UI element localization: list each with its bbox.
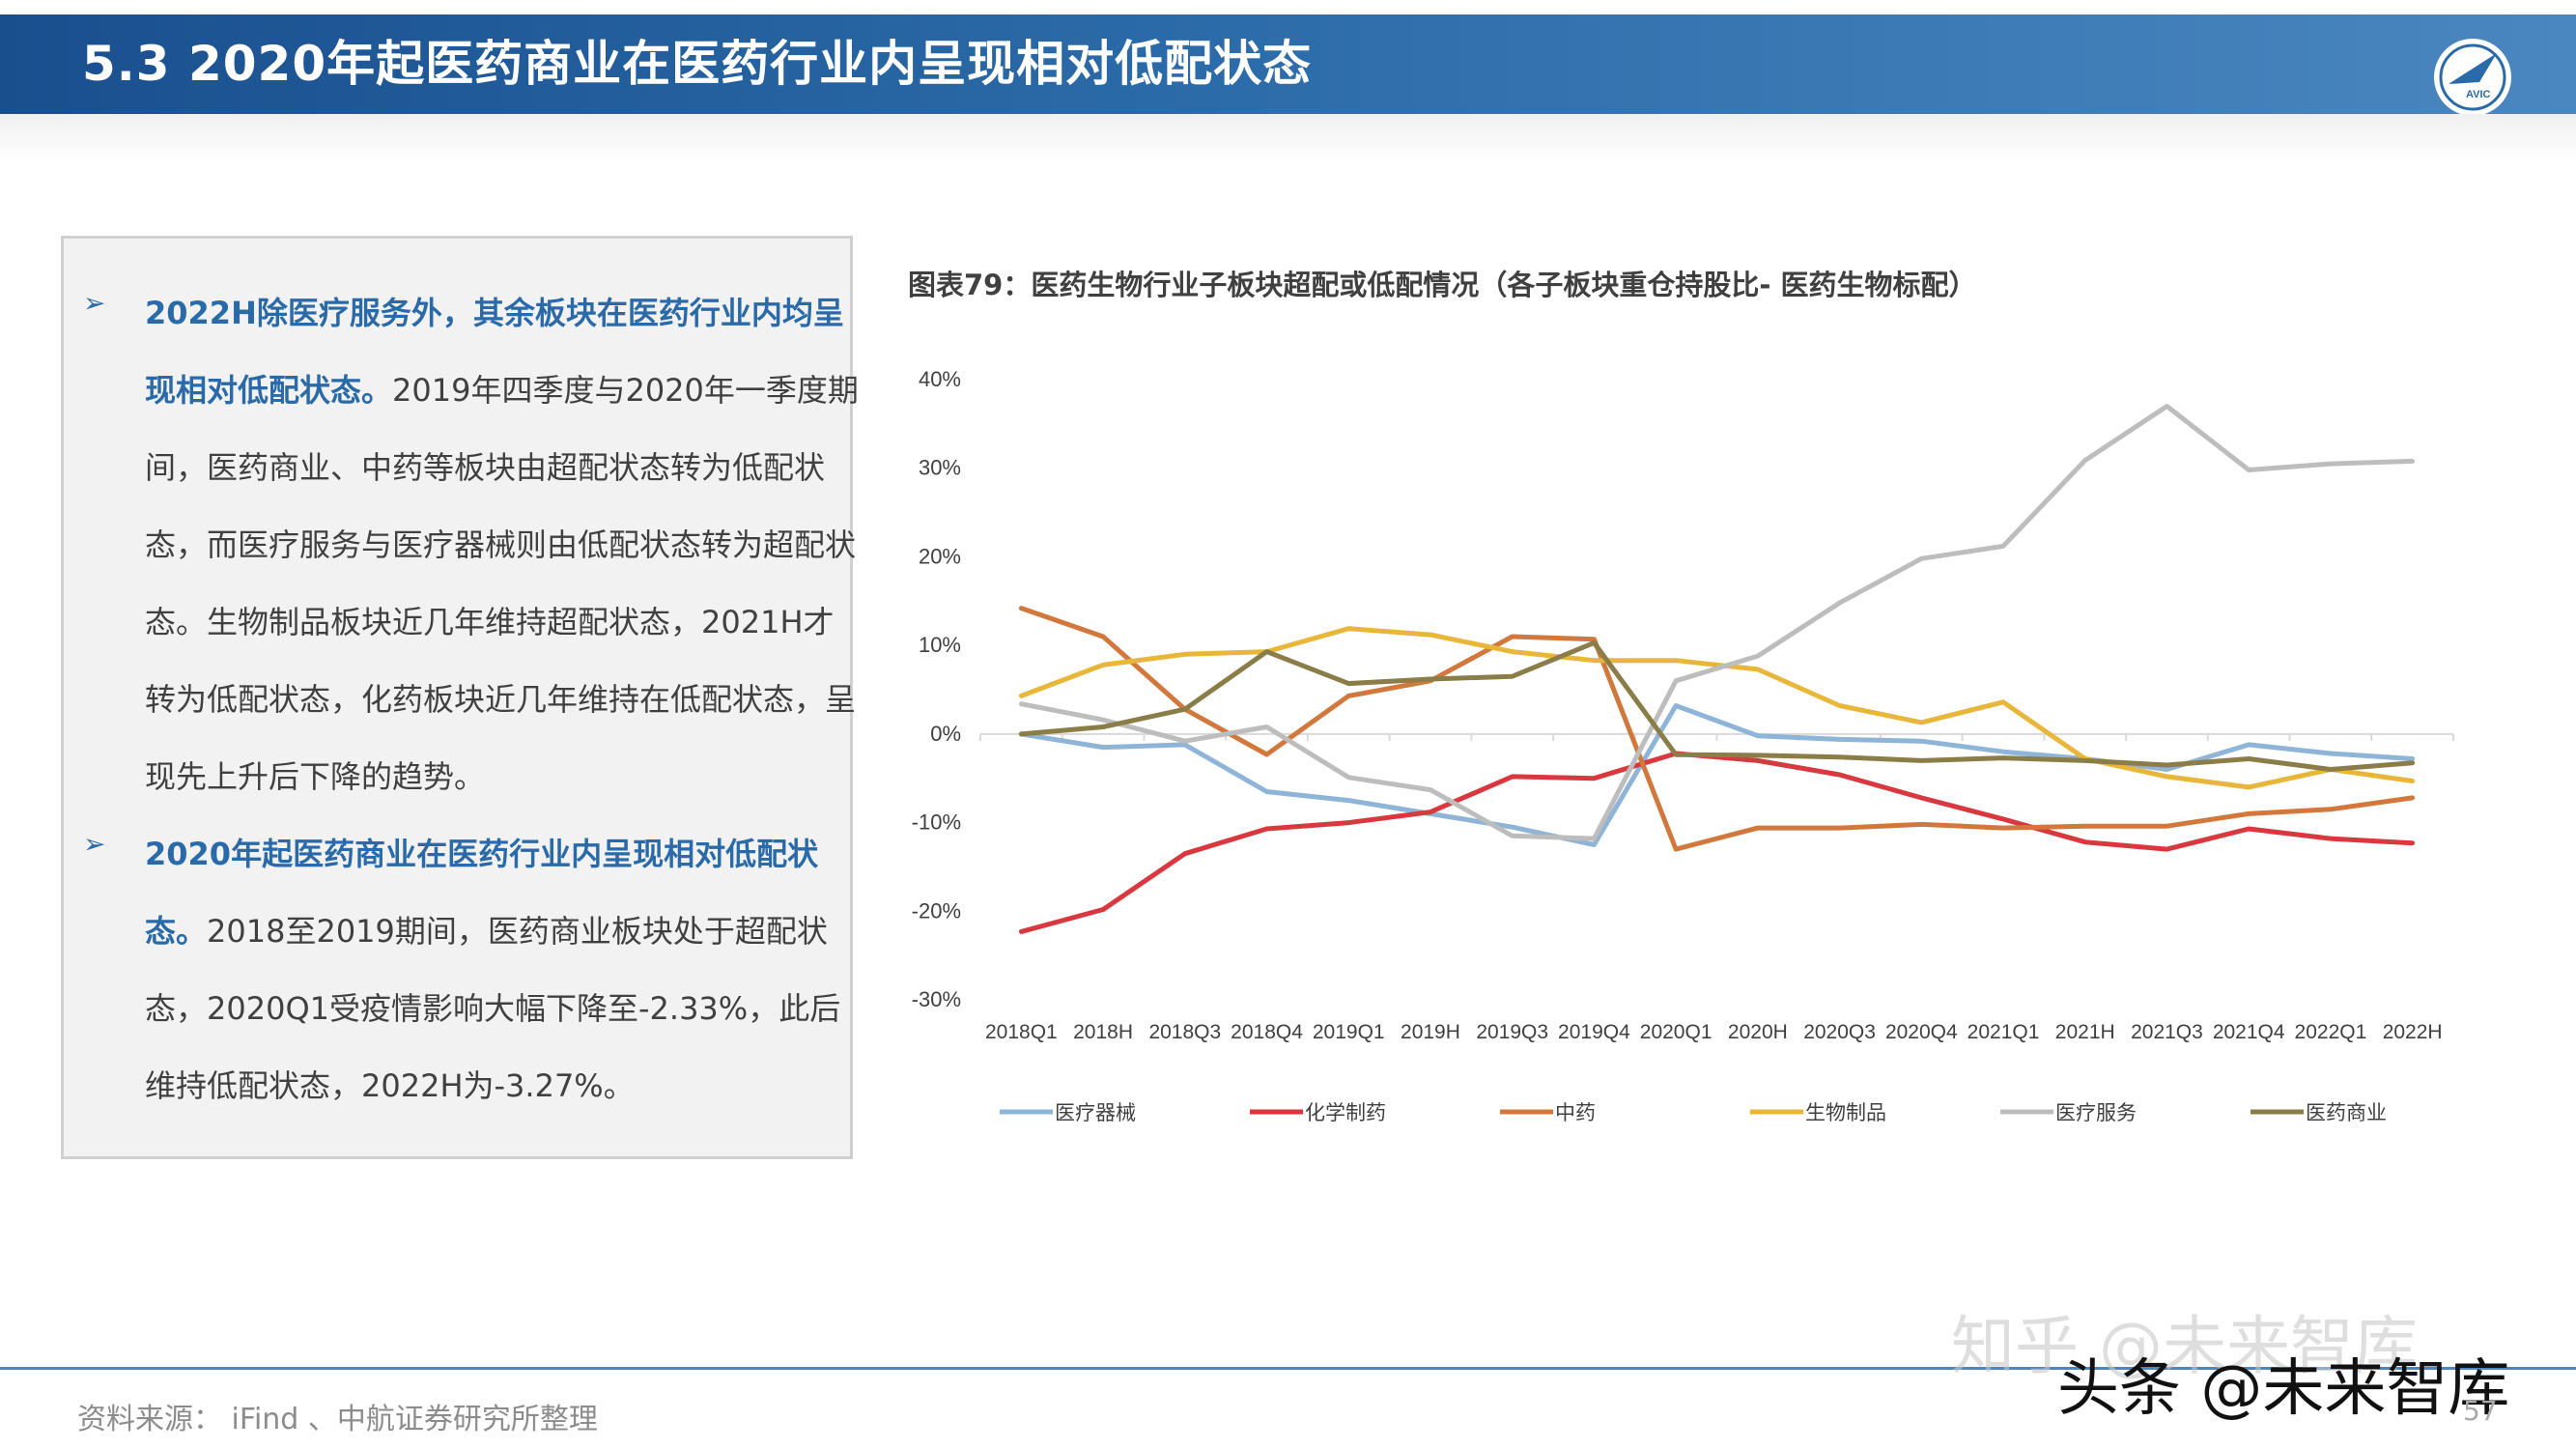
summary-textbox: ➢ 2022H除医疗服务外，其余板块在医药行业内均呈现相对低配状态。2019年四… [61,236,859,1159]
legend-label: 医疗服务 [2055,1102,2137,1124]
y-tick-label: -20% [912,898,961,923]
x-tick-label: 2019Q4 [1558,1021,1630,1043]
bullet-arrow-icon: ➢ [83,828,106,860]
series-line-1 [1018,703,2416,847]
x-tick-label: 2020Q1 [1640,1021,1713,1043]
series-line-6 [1018,639,2416,772]
bullet-2-highlight: 2020年起医药商业在医药行业内呈现相对低配状态。 [145,836,819,950]
x-tick-label: 2018Q3 [1148,1021,1221,1043]
y-tick-label: 0% [930,722,961,746]
x-tick-label: 2019Q3 [1476,1021,1548,1043]
x-tick-label: 2018H [1073,1021,1133,1043]
source-note: 资料来源： iFind 、中航证券研究所整理 [77,1403,598,1436]
x-tick-label: 2018Q1 [985,1021,1058,1043]
bullet-arrow-icon: ➢ [83,287,106,319]
watermark-zhihu: 知乎 @未来智库 [1951,1309,2418,1383]
line-chart: 40% 30% 20% 10% 0% -10% -20% -30% 2018Q1 2018H 201… [912,367,2454,1124]
page-number: 57 [2463,1395,2498,1427]
bullet-paragraph-1: 2022H除医疗服务外，其余板块在医药行业内均呈现相对低配状态。2019年四季度… [145,274,860,815]
page-title: 5.3 2020年起医药商业在医药行业内呈现相对低配状态 [82,36,1313,92]
legend-label: 医疗器械 [1055,1102,1136,1124]
x-tick-label: 2021Q4 [2213,1021,2285,1043]
y-tick-label: 40% [919,367,961,391]
y-tick-label: 10% [919,633,961,657]
x-tick-label: 2019H [1401,1021,1460,1043]
y-tick-label: 30% [919,456,961,480]
y-tick-label: 20% [919,544,961,568]
header-bar: 5.3 2020年起医药商业在医药行业内呈现相对低配状态 AVIC [0,14,2576,116]
series-line-4 [1018,626,2416,790]
svg-text:AVIC: AVIC [2466,89,2491,100]
bullet-1-body: 2019年四季度与2020年一季度期间，医药商业、中药等板块由超配状态转为低配状… [145,372,859,795]
bullet-1-highlight: 2022H除医疗服务外，其余板块在医药行业内均呈现相对低配状态。 [145,295,844,409]
chart-title: 图表79：医药生物行业子板块超配或低配情况（各子板块重仓持股比- 医药生物标配） [908,269,1977,301]
x-tick-label: 2019Q1 [1313,1021,1385,1043]
x-tick-label: 2020H [1728,1021,1788,1043]
x-tick-label: 2022H [2383,1021,2443,1043]
legend-label: 中药 [1555,1102,1596,1124]
footer-divider [0,1367,2576,1370]
x-tick-label: 2020Q3 [1803,1021,1876,1043]
legend-label: 生物制品 [1805,1102,1886,1124]
x-tick-label: 2022Q1 [2295,1021,2367,1043]
series-line-5 [1018,404,2416,841]
avic-logo-icon: AVIC [2434,39,2511,116]
y-tick-label: -30% [912,987,961,1011]
bullet-2-body: 2018至2019期间，医药商业板块处于超配状态，2020Q1受疫情影响大幅下降… [145,913,841,1104]
bullet-paragraph-2: 2020年起医药商业在医药行业内呈现相对低配状态。2018至2019期间，医药商… [145,815,860,1124]
y-tick-label: -10% [912,810,961,835]
watermark-toutiao: 头条 @未来智库 [2057,1353,2510,1425]
x-tick-label: 2021Q1 [1967,1021,2040,1043]
legend-label: 化学制药 [1305,1102,1386,1124]
series-line-3 [1018,606,2416,852]
x-tick-label: 2020Q4 [1885,1021,1958,1043]
header-shadow [0,114,2576,162]
legend-label: 医药商业 [2306,1102,2387,1124]
x-tick-label: 2021H [2055,1021,2115,1043]
x-tick-label: 2018Q4 [1231,1021,1303,1043]
x-tick-label: 2021Q3 [2131,1021,2203,1043]
